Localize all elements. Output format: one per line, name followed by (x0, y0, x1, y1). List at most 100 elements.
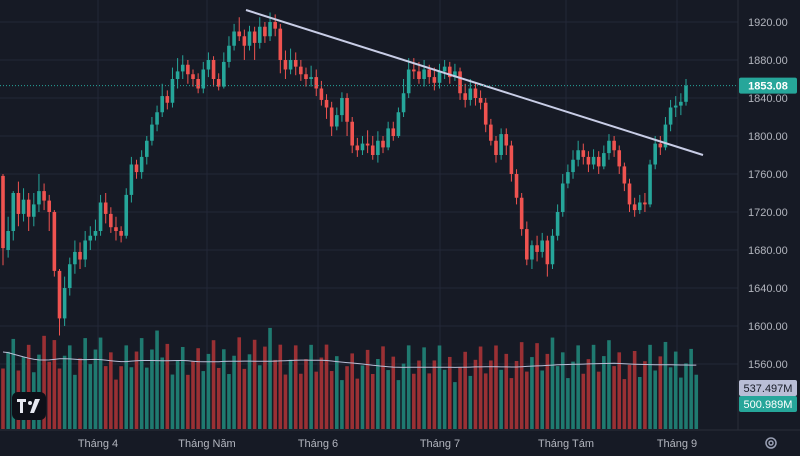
candle-body (309, 77, 313, 79)
candle-body (632, 204, 637, 211)
volume-bar (494, 345, 498, 429)
volume-bar (617, 352, 622, 429)
volume-bar (206, 353, 211, 429)
candle-body (42, 191, 46, 201)
volume-bar (447, 356, 452, 429)
volume-bar (304, 359, 308, 429)
volume-bar (499, 369, 503, 429)
volume-bar (643, 361, 647, 429)
candle-body (73, 251, 77, 265)
candle-body (519, 197, 524, 230)
volume-bar (93, 349, 98, 429)
volume-bar (62, 355, 67, 429)
candle-body (648, 164, 652, 205)
volume-bar (124, 345, 129, 429)
candle-body (350, 121, 354, 146)
volume-bar (381, 346, 385, 429)
candle-body (232, 31, 236, 46)
volume-bar (489, 360, 493, 429)
candle-body (560, 183, 565, 212)
trendline (245, 9, 704, 156)
volume-bar (83, 338, 87, 429)
candle-body (627, 183, 632, 205)
time-tick-label: Tháng Năm (178, 438, 235, 450)
candle-body (586, 156, 591, 165)
volume-bar (201, 371, 206, 429)
volume-bar (299, 373, 303, 429)
candle-body (355, 145, 360, 151)
volume-bar (560, 352, 565, 429)
candle-body (47, 200, 52, 212)
volume-bar (530, 357, 534, 429)
volume-bar (247, 354, 252, 429)
volume-bar (319, 357, 324, 429)
candle-body (242, 36, 247, 46)
last-price-badge (739, 77, 797, 94)
price-tick-label: 1720.00 (748, 207, 788, 219)
volume-bar (386, 370, 390, 429)
volume-bar (525, 371, 529, 429)
candle-body (622, 166, 627, 184)
volume-bar (1, 368, 5, 429)
volume-bar (257, 365, 262, 429)
volume-bar (114, 379, 118, 429)
candle-body (668, 107, 673, 125)
candle-body (196, 79, 200, 89)
volume-bar (684, 363, 688, 429)
candle-body (612, 140, 616, 151)
volume-bar (78, 358, 82, 429)
volume-bar (406, 345, 411, 429)
candle-body (21, 199, 26, 214)
candle-body (257, 26, 262, 43)
candle-body (376, 140, 380, 155)
candle-body (504, 134, 509, 146)
volume-bar (391, 356, 396, 429)
candle-body (684, 85, 688, 102)
volume-bar (88, 364, 93, 429)
volume-bar (345, 366, 349, 429)
candle-body (370, 145, 375, 155)
volume-bar (437, 345, 442, 429)
volume-label: 500.989M (744, 399, 793, 411)
volume-bar (412, 373, 416, 429)
volume-bar (442, 369, 447, 429)
candle-body (103, 202, 108, 214)
volume-bar (42, 335, 46, 429)
candle-body (129, 164, 134, 195)
tradingview-logo-icon (12, 392, 46, 420)
candle-body (283, 60, 288, 70)
volume-bar (478, 346, 483, 429)
candle-body (329, 107, 334, 127)
volume-bar (37, 354, 41, 430)
volume-bar (602, 356, 606, 429)
volume-bar (139, 338, 144, 429)
gear-icon[interactable] (764, 436, 778, 450)
candle-body (340, 98, 344, 116)
candle-body (201, 69, 206, 89)
candle-body (160, 96, 164, 113)
candle-body (288, 60, 293, 70)
price-tick-label: 1800.00 (748, 131, 788, 143)
candle-body (6, 231, 10, 250)
last-price-label: 1853.08 (748, 81, 788, 93)
volume-bar (227, 374, 231, 429)
candle-body (293, 60, 298, 67)
candle-body (401, 93, 406, 113)
volume-bar (129, 367, 134, 429)
volume-bar (309, 344, 313, 429)
volume-bar (566, 378, 570, 429)
candle-body (473, 88, 478, 98)
volume-bar (26, 344, 31, 429)
volume-bar (119, 366, 123, 429)
volume-badge (739, 380, 797, 396)
volume-bar (545, 353, 550, 429)
candle-body (571, 159, 575, 173)
candle-body (432, 77, 437, 83)
candle-body (596, 156, 601, 167)
volume-bar (67, 345, 72, 429)
volume-bar (6, 351, 10, 429)
volume-bar (596, 371, 601, 429)
candle-body (114, 227, 118, 231)
candle-body (483, 102, 488, 125)
candle-body (83, 240, 87, 260)
